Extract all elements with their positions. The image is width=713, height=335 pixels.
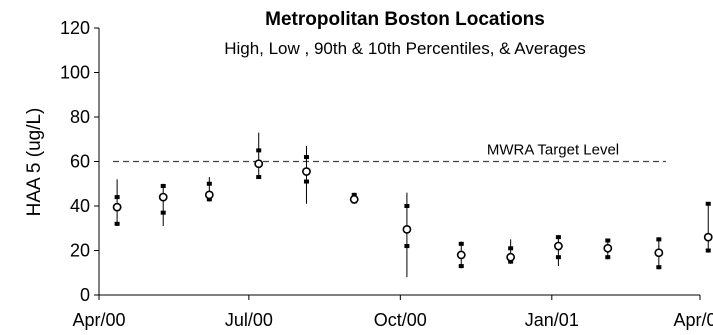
p10-marker [705, 248, 711, 253]
p10-marker [114, 221, 120, 226]
p10-marker [206, 197, 212, 202]
data-point [603, 238, 613, 260]
average-marker [402, 224, 412, 234]
p90-marker [656, 237, 662, 242]
p10-marker [458, 264, 464, 269]
p90-marker [705, 201, 711, 206]
y-axis: 0 20 40 60 80 100 120 [60, 18, 100, 305]
p10-marker [404, 244, 410, 249]
y-tick-label: 80 [70, 107, 90, 127]
series-haa5 [112, 132, 713, 278]
average-marker [158, 192, 168, 202]
data-point [654, 237, 664, 270]
p90-marker [404, 204, 410, 208]
p90-marker [114, 195, 120, 200]
average-marker [506, 252, 516, 262]
p90-marker [351, 192, 357, 197]
data-point [254, 132, 264, 180]
x-tick-label: Oct/00 [374, 310, 427, 330]
data-point [349, 192, 359, 204]
average-marker [603, 243, 613, 253]
p10-marker [160, 210, 166, 215]
x-tick-label: Jul/00 [225, 310, 273, 330]
data-point [158, 183, 168, 227]
x-axis: Apr/00 Jul/00 Oct/00 Jan/01 Apr/01 [72, 294, 713, 330]
p90-marker [458, 241, 464, 246]
average-marker [553, 241, 563, 251]
data-point [302, 145, 311, 204]
target-level-label: MWRA Target Level [487, 142, 619, 159]
p90-marker [508, 246, 514, 251]
average-marker [112, 202, 122, 212]
average-marker [349, 194, 359, 204]
p10-marker [256, 175, 262, 180]
x-tick-label: Apr/01 [673, 310, 713, 330]
y-tick-label: 40 [70, 196, 90, 216]
average-marker [302, 167, 311, 176]
data-point [703, 201, 713, 253]
average-marker [204, 190, 214, 200]
p90-marker [555, 235, 561, 240]
p90-marker [256, 148, 262, 153]
data-point [553, 234, 563, 267]
target-level-line: MWRA Target Level [113, 142, 666, 163]
p90-marker [303, 155, 309, 160]
average-marker [456, 250, 466, 260]
p10-marker [508, 259, 514, 264]
p10-marker [303, 179, 309, 184]
p90-marker [160, 183, 166, 188]
y-tick-label: 20 [70, 241, 90, 261]
p90-marker [605, 238, 611, 243]
chart-title: Metropolitan Boston Locations [265, 9, 545, 30]
p10-marker [656, 265, 662, 270]
average-marker [254, 159, 264, 169]
y-tick-label: 60 [70, 152, 90, 172]
data-point [456, 241, 466, 269]
data-point [112, 179, 122, 227]
y-tick-label: 0 [80, 285, 90, 305]
chart-subtitle: High, Low , 90th & 10th Percentiles, & A… [224, 39, 586, 58]
p10-marker [555, 255, 561, 260]
average-marker [654, 248, 664, 258]
x-tick-label: Jan/01 [525, 310, 579, 330]
data-point [506, 239, 516, 264]
y-axis-label: HAA 5 (ug/L) [24, 108, 45, 217]
p10-marker [605, 255, 611, 260]
data-point [402, 192, 412, 278]
p90-marker [206, 181, 212, 186]
average-marker [703, 232, 713, 242]
x-tick-label: Apr/00 [72, 310, 125, 330]
y-tick-label: 120 [60, 18, 90, 38]
data-point [204, 177, 214, 202]
y-tick-label: 100 [60, 63, 90, 83]
